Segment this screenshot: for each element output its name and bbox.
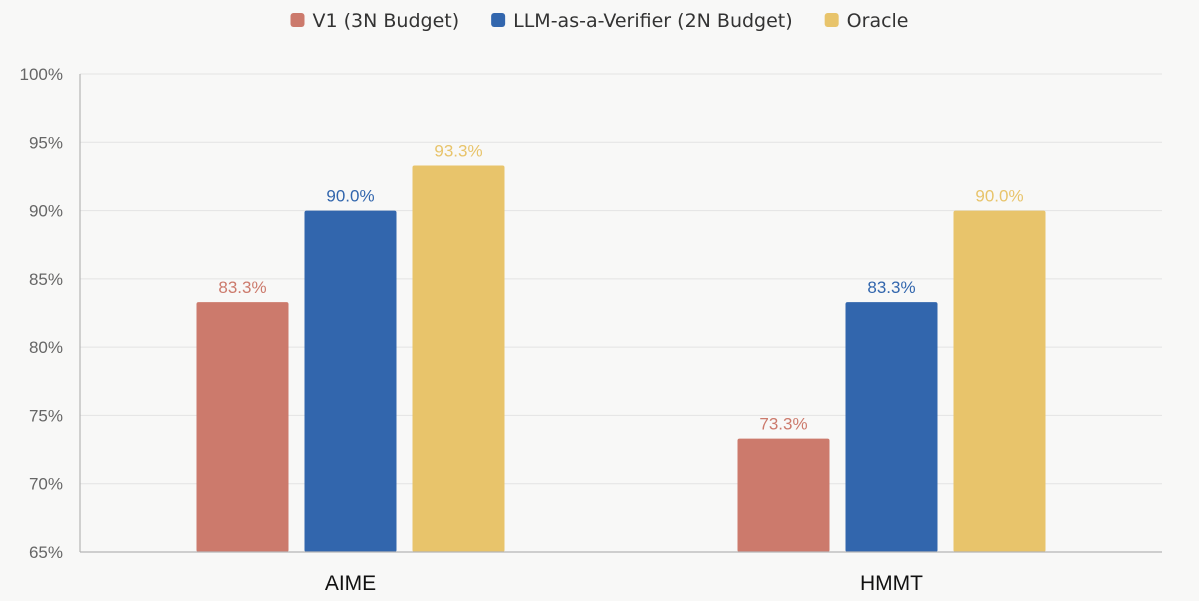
bars xyxy=(196,165,1046,553)
legend-label: LLM-as-a-Verifier (2N Budget) xyxy=(513,10,793,32)
bar xyxy=(737,438,830,552)
y-tick-label: 70% xyxy=(29,475,63,494)
bar xyxy=(845,302,938,552)
y-tick-label: 80% xyxy=(29,338,63,357)
legend-swatch xyxy=(290,13,305,27)
y-tick-label: 95% xyxy=(29,133,63,152)
y-tick-label: 100% xyxy=(20,65,63,84)
legend-swatch xyxy=(824,13,839,27)
x-tick-label: AIME xyxy=(325,572,376,595)
bar xyxy=(953,210,1046,553)
legend-item[interactable]: Oracle xyxy=(824,10,909,32)
legend-label: V1 (3N Budget) xyxy=(313,10,460,32)
x-tick-label: HMMT xyxy=(860,572,923,595)
bar xyxy=(304,210,397,553)
data-label: 73.3% xyxy=(759,415,807,434)
legend: V1 (3N Budget) LLM-as-a-Verifier (2N Budg… xyxy=(290,10,909,32)
y-tick-label: 85% xyxy=(29,270,63,289)
bar xyxy=(412,165,505,552)
legend-swatch xyxy=(491,13,506,27)
legend-label: Oracle xyxy=(847,10,909,32)
data-label: 83.3% xyxy=(218,278,266,297)
y-axis: 65% 70% 75% 80% 85% 90% 95% 100% xyxy=(20,65,63,562)
data-label: 93.3% xyxy=(434,142,482,161)
data-label: 83.3% xyxy=(867,278,915,297)
x-axis: AIME HMMT xyxy=(79,74,1162,595)
data-label: 90.0% xyxy=(975,187,1023,206)
y-tick-label: 75% xyxy=(29,406,63,425)
legend-item[interactable]: LLM-as-a-Verifier (2N Budget) xyxy=(491,10,793,32)
data-label: 90.0% xyxy=(326,187,374,206)
y-tick-label: 65% xyxy=(29,543,63,562)
legend-item[interactable]: V1 (3N Budget) xyxy=(290,10,460,32)
y-tick-label: 90% xyxy=(29,202,63,221)
data-labels: 83.3% 90.0% 93.3% 73.3% 83.3% 90.0% xyxy=(218,142,1023,434)
bar xyxy=(196,302,289,552)
